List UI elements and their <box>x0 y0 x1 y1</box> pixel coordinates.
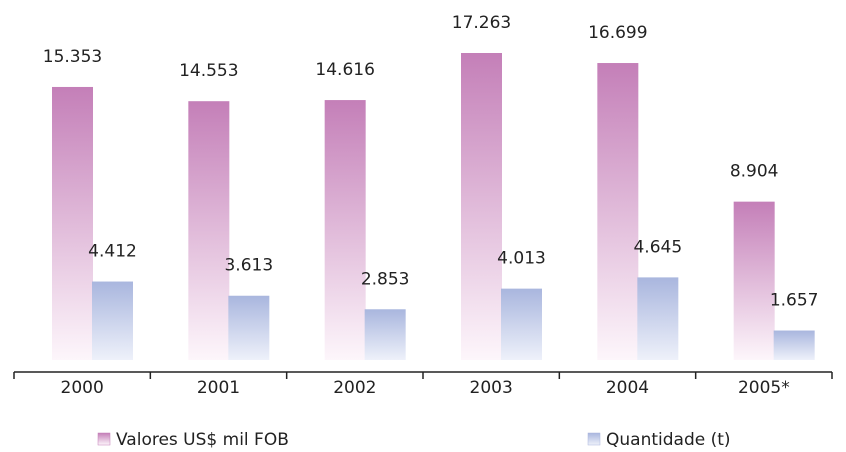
bar <box>501 288 542 360</box>
legend-label: Valores US$ mil FOB <box>116 430 289 450</box>
bar <box>637 277 679 360</box>
x-tick-label: 2001 <box>197 378 240 398</box>
legend-swatch <box>587 432 601 446</box>
bar <box>324 100 366 360</box>
bar <box>773 330 815 360</box>
data-label: 15.353 <box>43 47 102 67</box>
bar <box>733 201 775 360</box>
x-tick-label: 2000 <box>61 378 104 398</box>
x-tick-label: 2002 <box>333 378 376 398</box>
data-label: 3.613 <box>224 256 273 276</box>
bar <box>52 86 93 361</box>
bar <box>228 295 270 360</box>
bar <box>364 309 406 360</box>
data-label: 14.553 <box>179 61 238 81</box>
bar <box>92 281 133 360</box>
bar <box>461 53 502 360</box>
bar <box>188 101 230 361</box>
x-tick-label: 2003 <box>470 378 513 398</box>
data-label: 17.263 <box>452 13 511 33</box>
data-label: 4.013 <box>497 249 546 269</box>
data-label: 8.904 <box>730 162 779 182</box>
data-label: 1.657 <box>770 291 819 311</box>
data-label: 2.853 <box>361 269 410 289</box>
data-label: 16.699 <box>588 23 647 43</box>
x-tick-label: 2004 <box>606 378 649 398</box>
data-label: 14.616 <box>315 60 374 80</box>
data-label: 4.645 <box>633 237 682 257</box>
bar <box>597 63 639 361</box>
data-label: 4.412 <box>88 242 137 262</box>
x-tick-label: 2005* <box>738 378 790 398</box>
legend-swatch <box>97 432 111 446</box>
legend-label: Quantidade (t) <box>606 430 731 450</box>
